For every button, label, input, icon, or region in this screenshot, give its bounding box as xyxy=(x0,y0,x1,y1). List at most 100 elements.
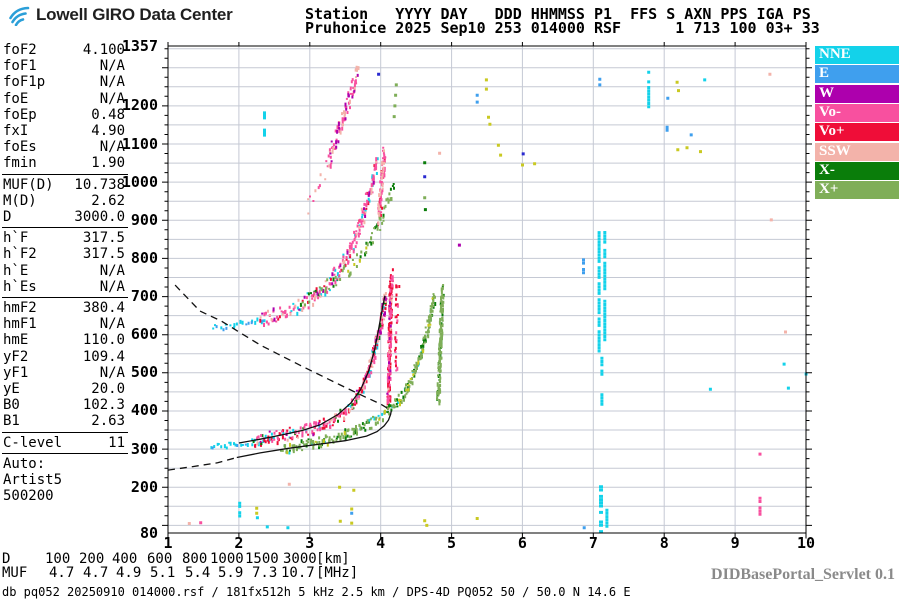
x-axis-tick-label: 1 xyxy=(163,534,173,552)
sidebar-separator xyxy=(2,431,128,433)
param-label: fmin xyxy=(3,155,37,172)
legend-item-vo: Vo+ xyxy=(815,123,899,142)
muf-transmission-curve xyxy=(174,284,391,411)
param-value: 11 xyxy=(108,434,125,451)
muf-row-value: 5.4 xyxy=(185,565,211,581)
param-label: h`F xyxy=(3,230,29,247)
param-row-artist5: Artist5 xyxy=(3,473,125,489)
param-row-auto: Auto: xyxy=(3,455,125,473)
param-row-hmf1: hmF1 N/A xyxy=(3,317,125,333)
param-row-fmin: fmin 1.90 xyxy=(3,156,125,172)
sidebar-separator xyxy=(2,173,128,175)
param-label: hmE xyxy=(3,332,29,349)
y-axis-tick-label: 80 xyxy=(139,523,158,542)
param-value: N/A xyxy=(99,139,125,156)
sidebar-separator xyxy=(2,452,128,454)
param-label: D xyxy=(3,209,12,225)
x-axis-tick-label: 4 xyxy=(376,534,386,552)
param-value: 2.63 xyxy=(91,413,125,430)
y-axis-tick-label: 1100 xyxy=(121,134,158,153)
y-axis-tick-label: 1000 xyxy=(121,172,158,191)
param-row-b0: B0 102.3 xyxy=(3,398,125,414)
d-row-value: 100 xyxy=(45,551,71,567)
param-label: foF2 xyxy=(3,42,37,58)
x-axis-tick-label: 9 xyxy=(730,534,740,552)
param-label: Artist5 xyxy=(3,472,63,488)
x-axis-tick-label: 5 xyxy=(447,534,457,552)
param-value: 109.4 xyxy=(82,348,125,365)
y-axis-tick-label: 300 xyxy=(130,439,158,458)
param-value: N/A xyxy=(99,262,125,279)
param-label: Auto: xyxy=(3,455,46,472)
param-row-clevel: C-level 11 xyxy=(3,434,125,452)
d-row-value: 3000 xyxy=(283,551,317,567)
param-label: foF1p xyxy=(3,74,46,91)
y-axis-tick-label: 200 xyxy=(130,477,158,496)
station-header-labels: Station YYYY DAY DDD HHMMSS P1 FFS S AXN… xyxy=(305,5,811,23)
y-axis-tick-label: 1357 xyxy=(121,36,158,55)
param-row-b1: B1 2.63 xyxy=(3,414,125,430)
giro-wave-icon xyxy=(9,6,30,26)
param-label: M(D) xyxy=(3,192,37,209)
param-value: 1.90 xyxy=(91,155,125,172)
param-label: foEs xyxy=(3,139,37,156)
y-axis-tick-label: 700 xyxy=(130,287,158,306)
param-label: B1 xyxy=(3,413,20,430)
param-label: foF1 xyxy=(3,58,37,75)
legend-item-w: W xyxy=(815,84,899,103)
param-label: foEp xyxy=(3,106,37,123)
x-axis-tick-label: 7 xyxy=(588,534,598,552)
param-row-fof1p: foF1p N/A xyxy=(3,75,125,91)
param-row-hme: hmE 110.0 xyxy=(3,333,125,349)
muf-row-value: 4.7 xyxy=(83,565,109,581)
param-row-fof1: foF1 N/A xyxy=(3,59,125,75)
x-axis-tick-label: 6 xyxy=(517,534,527,552)
param-row-hes: h`Es N/A xyxy=(3,278,125,296)
legend-item-ssw: SSW xyxy=(815,142,899,161)
param-value: 4.90 xyxy=(91,123,125,139)
param-value: 317.5 xyxy=(82,246,125,263)
param-value: N/A xyxy=(99,278,125,295)
param-value: 10.738 xyxy=(74,176,125,193)
param-value: N/A xyxy=(99,364,125,381)
legend-item-x: X+ xyxy=(815,181,899,200)
y-axis-tick-label: 1200 xyxy=(121,96,158,115)
muf-row-value: 5.9 xyxy=(218,565,244,581)
station-header-values: Pruhonice 2025 Sep10 253 014000 RSF 1 71… xyxy=(305,19,820,37)
param-row-fof2: foF2 4.100 xyxy=(3,43,125,59)
param-row-md: M(D) 2.62 xyxy=(3,192,125,210)
param-value: 3000.0 xyxy=(74,209,125,225)
muf-row-value: 5.1 xyxy=(150,565,176,581)
muf-row-label: MUF xyxy=(2,565,28,581)
param-row-fxi: fxI 4.90 xyxy=(3,124,125,140)
param-value: 2.62 xyxy=(91,192,125,209)
app-title: Lowell GIRO Data Center xyxy=(36,5,233,24)
muf-row-value: 10.7 xyxy=(281,565,315,581)
d-row-value: 1000 xyxy=(210,551,244,567)
param-row-500200: 500200 xyxy=(3,489,125,505)
param-value: 20.0 xyxy=(91,381,125,397)
param-label: hmF2 xyxy=(3,300,37,316)
param-label: foE xyxy=(3,90,29,107)
param-label: yE xyxy=(3,381,20,397)
d-row-value: 400 xyxy=(112,551,138,567)
fitted-o-trace xyxy=(238,295,386,444)
param-label: fxI xyxy=(3,123,29,139)
d-row-label: D xyxy=(2,551,11,567)
legend-item-e: E xyxy=(815,65,899,84)
d-row-value: 200 xyxy=(79,551,105,567)
param-value: 102.3 xyxy=(82,397,125,414)
param-label: B0 xyxy=(3,397,20,414)
param-label: yF1 xyxy=(3,364,29,381)
muf-row-value: 7.3 xyxy=(252,565,278,581)
param-value: 0.48 xyxy=(91,106,125,123)
param-row-foep: foEp 0.48 xyxy=(3,106,125,124)
y-axis-tick-label: 500 xyxy=(130,363,158,382)
y-axis-tick-label: 600 xyxy=(130,325,158,344)
sidebar-separator xyxy=(2,297,128,298)
y-axis-tick-label: 900 xyxy=(130,210,158,229)
muf-row-value: 4.7 xyxy=(49,565,75,581)
param-value: N/A xyxy=(99,74,125,91)
